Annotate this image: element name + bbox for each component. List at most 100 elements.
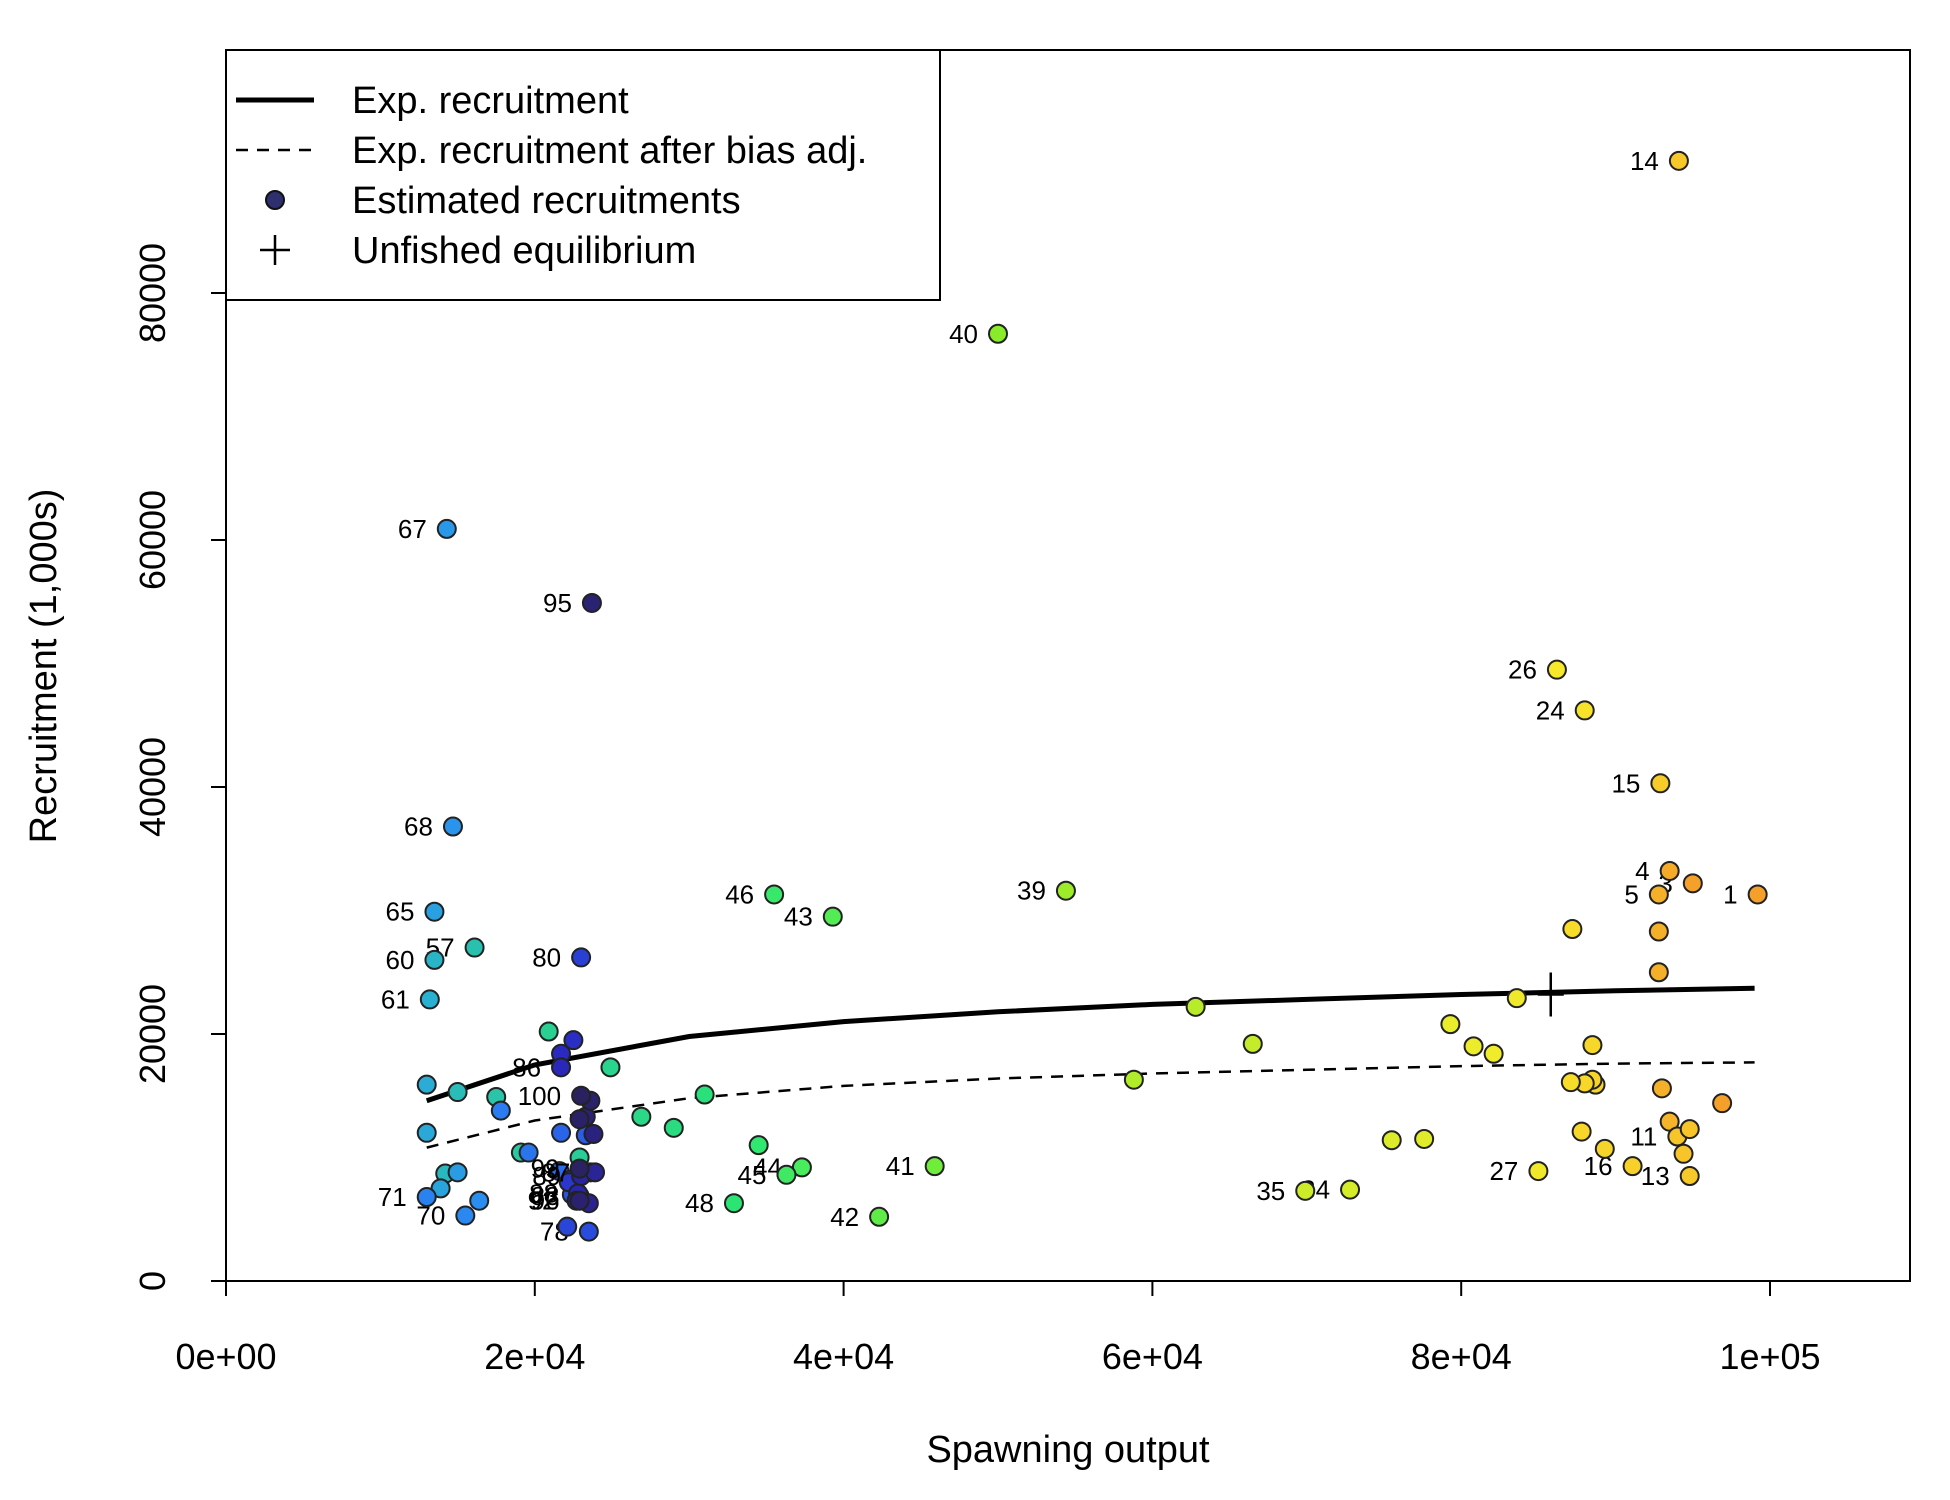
recruitment-point xyxy=(571,947,592,968)
point-label: 48 xyxy=(685,1188,714,1218)
legend: Exp. recruitment Exp. recruitment after b… xyxy=(225,49,941,301)
point-label: 41 xyxy=(886,1151,915,1181)
points-layer: 1345111314151624262734353940414243444546… xyxy=(378,146,1768,1247)
point-label: 67 xyxy=(398,514,427,544)
recruitment-point xyxy=(581,592,602,613)
recruitment-point xyxy=(583,1124,604,1145)
recruitment-point xyxy=(1546,659,1567,680)
recruitment-point xyxy=(1574,700,1595,721)
legend-label: Exp. recruitment xyxy=(352,80,629,122)
recruitment-point xyxy=(424,949,445,970)
point-label: 92 xyxy=(528,1186,557,1216)
recruitment-point xyxy=(1242,1033,1263,1054)
x-tick-label: 0e+00 xyxy=(175,1336,276,1377)
recruitment-point xyxy=(1679,1166,1700,1187)
y-tick-label: 80000 xyxy=(132,243,173,343)
x-tick-label: 6e+04 xyxy=(1102,1336,1203,1377)
recruitment-point xyxy=(557,1216,578,1237)
recruitment-point xyxy=(1622,1156,1643,1177)
recruitment-point xyxy=(436,518,457,539)
point-label: 83 xyxy=(531,1181,560,1211)
curves-layer xyxy=(425,972,1755,1149)
recruitment-point xyxy=(1055,880,1076,901)
recruitment-point xyxy=(1673,1143,1694,1164)
legend-label: Exp. recruitment after bias adj. xyxy=(352,130,867,172)
point-label: 15 xyxy=(1611,768,1640,798)
exp-recruitment-line xyxy=(425,985,1755,1104)
point-label: 42 xyxy=(830,1202,859,1232)
recruitment-point xyxy=(1185,996,1206,1017)
point-label: 40 xyxy=(949,319,978,349)
point-label: 45 xyxy=(738,1160,767,1190)
recruitment-point xyxy=(551,1057,572,1078)
recruitment-point xyxy=(569,1190,590,1211)
x-tick-label: 1e+05 xyxy=(1719,1336,1820,1377)
recruitment-point xyxy=(1747,884,1768,905)
legend-label: Estimated recruitments xyxy=(352,180,741,222)
recruitment-point xyxy=(1682,873,1703,894)
point-label: 61 xyxy=(381,984,410,1014)
recruitment-point xyxy=(748,1135,769,1156)
recruitment-point xyxy=(1712,1093,1733,1114)
recruitment-point xyxy=(776,1164,797,1185)
recruitment-point xyxy=(694,1084,715,1105)
legend-plus-icon xyxy=(260,235,290,265)
plot-frame xyxy=(225,49,1911,1282)
recruitment-point xyxy=(631,1106,652,1127)
legend-point-icon xyxy=(265,190,285,210)
recruitment-point xyxy=(1594,1138,1615,1159)
point-label: 96 xyxy=(531,1186,560,1216)
point-label: 4 xyxy=(1635,856,1649,886)
recruitment-point xyxy=(1679,1119,1700,1140)
recruitment-point xyxy=(723,1193,744,1214)
recruitment-point xyxy=(416,1074,437,1095)
y-tick-label: 0 xyxy=(132,1271,173,1291)
recruitment-point xyxy=(869,1206,890,1227)
point-label: 11 xyxy=(1630,1122,1657,1152)
point-label: 100 xyxy=(518,1081,561,1111)
x-tick-label: 4e+04 xyxy=(793,1336,894,1377)
recruitment-point xyxy=(563,1030,584,1051)
recruitment-point xyxy=(1463,1036,1484,1057)
point-label: 80 xyxy=(532,942,561,972)
recruitment-point xyxy=(663,1117,684,1138)
recruitment-point xyxy=(447,1162,468,1183)
point-label: 68 xyxy=(404,812,433,842)
recruitment-point xyxy=(490,1100,511,1121)
recruitment-point xyxy=(416,1187,437,1208)
point-label: 88 xyxy=(529,1178,558,1208)
recruitment-point xyxy=(518,1142,539,1163)
recruitment-point xyxy=(1571,1121,1592,1142)
recruitment-point xyxy=(1648,884,1669,905)
point-label: 87 xyxy=(541,1157,570,1187)
recruitment-point xyxy=(764,884,785,905)
recruitment-point xyxy=(455,1205,476,1226)
y-tick-label: 40000 xyxy=(132,737,173,837)
legend-label: Unfished equilibrium xyxy=(352,230,696,272)
x-tick-label: 8e+04 xyxy=(1411,1336,1512,1377)
recruitment-point xyxy=(571,1085,592,1106)
recruitment-point xyxy=(416,1122,437,1143)
point-label: 95 xyxy=(543,588,572,618)
point-label: 46 xyxy=(725,879,754,909)
recruitment-point xyxy=(569,1158,590,1179)
point-label: 1 xyxy=(1723,879,1737,909)
recruitment-point xyxy=(464,937,485,958)
recruitment-point xyxy=(1562,919,1583,940)
recruitment-point xyxy=(1340,1179,1361,1200)
point-label: 65 xyxy=(386,897,415,927)
recruitment-point xyxy=(551,1122,572,1143)
recruitment-point xyxy=(1648,921,1669,942)
recruitment-point xyxy=(988,323,1008,344)
bias-adjusted-line xyxy=(426,1061,1755,1149)
point-label: 39 xyxy=(1017,876,1046,906)
recruitment-point xyxy=(1648,962,1669,983)
point-label: 43 xyxy=(784,902,813,932)
point-label: 5 xyxy=(1624,879,1638,909)
recruitment-point xyxy=(1560,1072,1581,1093)
point-label: 13 xyxy=(1641,1161,1670,1191)
point-label: 86 xyxy=(512,1052,541,1082)
recruitment-point xyxy=(1651,1078,1672,1099)
recruitment-point xyxy=(1582,1035,1603,1056)
